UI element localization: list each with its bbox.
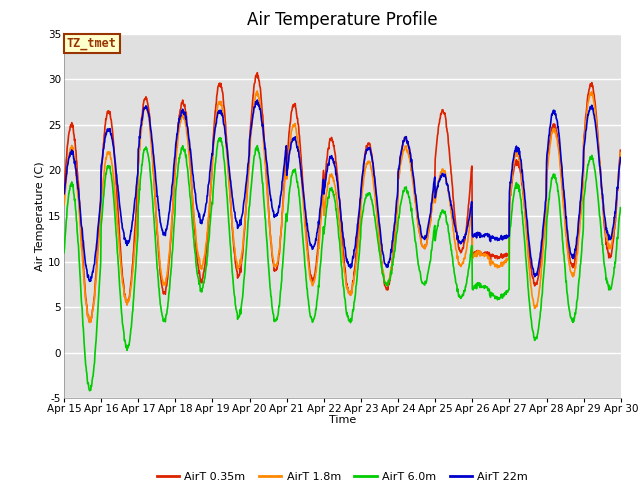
Text: TZ_tmet: TZ_tmet bbox=[67, 36, 116, 50]
X-axis label: Time: Time bbox=[329, 415, 356, 425]
Title: Air Temperature Profile: Air Temperature Profile bbox=[247, 11, 438, 29]
Y-axis label: Air Temperature (C): Air Temperature (C) bbox=[35, 161, 45, 271]
Legend: AirT 0.35m, AirT 1.8m, AirT 6.0m, AirT 22m: AirT 0.35m, AirT 1.8m, AirT 6.0m, AirT 2… bbox=[152, 468, 532, 480]
